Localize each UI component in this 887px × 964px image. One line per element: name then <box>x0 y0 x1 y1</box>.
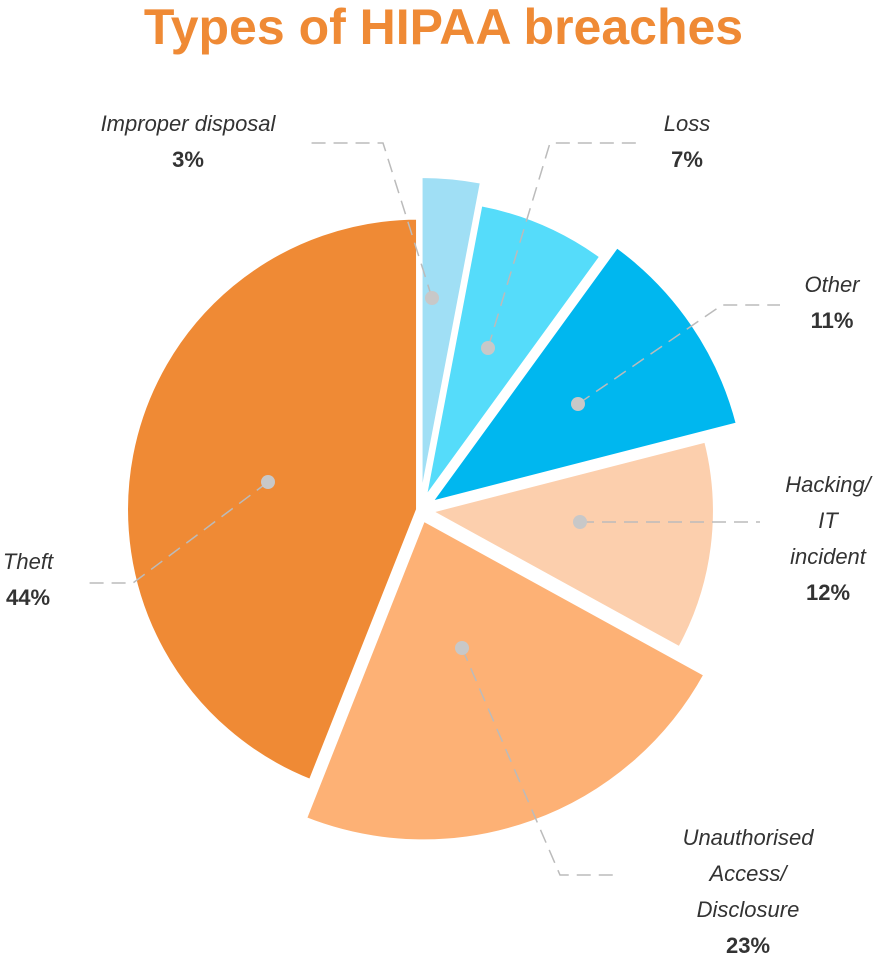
category-label: Loss <box>663 111 711 136</box>
leader-dot <box>481 341 495 355</box>
pie-slice <box>424 437 717 652</box>
slice-label: Other 11% <box>804 267 859 339</box>
category-label: Hacking/ IT incident <box>785 472 871 569</box>
leader-dot <box>571 397 585 411</box>
leader-line <box>461 647 615 876</box>
category-label: Improper disposal <box>100 111 276 136</box>
value-label: 12% <box>805 580 851 605</box>
pie-slice <box>302 516 709 844</box>
leader-dot <box>425 291 439 305</box>
value-label: 23% <box>725 933 771 958</box>
leader-dot <box>573 515 587 529</box>
value-label: 11% <box>810 308 854 333</box>
pie-slice <box>124 215 421 784</box>
category-label: Theft <box>2 549 54 574</box>
category-label: Other <box>804 272 860 297</box>
slice-label: Hacking/ IT incident 12% <box>785 467 871 611</box>
value-label: 3% <box>172 147 204 172</box>
slice-label: Unauthorised Access/ Disclosure 23% <box>679 820 818 964</box>
pie-slice <box>418 174 485 505</box>
chart: Types of HIPAA breaches Improper disposa… <box>3 0 871 958</box>
slice-label: Loss 7% <box>664 106 710 178</box>
pie-slice <box>422 201 605 502</box>
leader-dot <box>455 641 469 655</box>
slice-label: Improper disposal 3% <box>101 106 276 178</box>
leader-line <box>85 481 269 584</box>
leader-dot <box>261 475 275 489</box>
leader-line <box>487 142 637 349</box>
pie-area <box>85 142 780 876</box>
value-label: 44% <box>5 585 51 610</box>
leader-line <box>305 142 433 299</box>
chart-title: Types of HIPAA breaches <box>143 0 744 55</box>
slice-label: Theft 44% <box>3 544 53 616</box>
value-label: 7% <box>671 147 703 172</box>
category-label: Unauthorised Access/ Disclosure <box>682 825 814 922</box>
